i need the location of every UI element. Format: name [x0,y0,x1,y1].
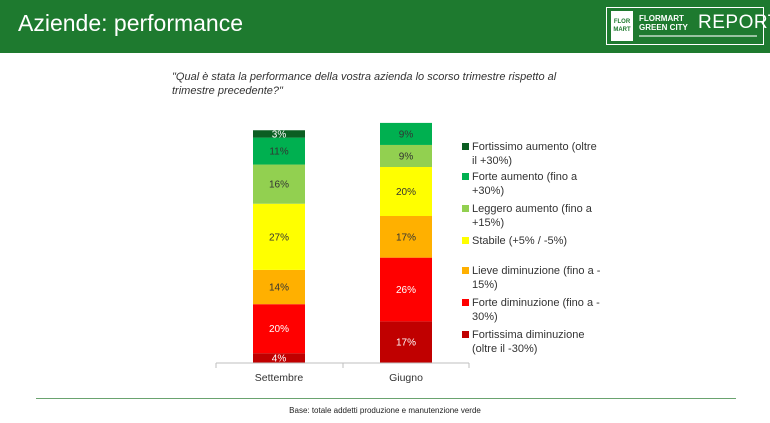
logo-report-text: REPORT [698,12,770,33]
legend-label: Leggero aumento (fino a [472,203,593,215]
bar-segment-settembre-5 [253,137,305,165]
bar-segment-settembre-4 [253,164,305,204]
legend-swatch [462,331,469,338]
bar-segment-settembre-1 [253,304,305,354]
logo-tagline-decoration [639,35,757,37]
legend-label: Forte aumento (fino a [472,171,578,183]
page-title: Aziende: performance [18,10,244,36]
legend-label: Stabile (+5% / -5%) [472,235,567,247]
bar-segment-settembre-6 [253,130,305,138]
legend-label: Forte diminuzione (fino a - [472,297,600,309]
bar-segment-giugno-3 [380,167,432,216]
data-label: 20% [396,187,416,198]
data-label: 17% [396,232,416,243]
flormart-logo-icon: FLOR MART [611,11,633,41]
bar-segment-giugno-1 [380,257,432,322]
category-label: Giugno [389,372,423,384]
data-label: 9% [399,129,414,140]
footer-divider [36,398,736,399]
data-label: 11% [269,147,288,158]
logo-line2: GREEN CITY [639,23,688,32]
legend-label: +30%) [472,185,504,197]
legend-swatch [462,173,469,180]
legend-swatch [462,299,469,306]
legend-swatch [462,205,469,212]
legend-swatch [462,143,469,150]
bar-segment-settembre-0 [253,353,305,363]
bar-segment-settembre-2 [253,269,305,305]
data-label: 20% [269,324,289,335]
flormart-report-logo: FLOR MART FLORMART GREEN CITY REPORT [606,7,770,45]
legend-label: Fortissima diminuzione [472,329,584,341]
bar-segment-settembre-3 [253,203,305,270]
axis-group: Settembre Giugno [215,362,470,384]
data-label: 14% [269,283,289,294]
data-label: 4% [272,354,287,365]
category-label: Settembre [255,372,304,384]
chart-legend: Fortissimo aumento (oltre il +30%) Forte a… [462,141,601,355]
header-bar: Aziende: performance FLOR MART FLORMART … [0,0,770,53]
legend-swatch [462,237,469,244]
footnote: Base: totale addetti produzione e manute… [289,406,481,415]
data-label: 9% [399,151,414,162]
data-label: 26% [396,285,416,296]
legend-label: 15%) [472,279,498,291]
bar-segment-giugno-4 [380,144,432,167]
data-label: 16% [269,180,289,191]
data-label: 17% [396,338,416,349]
legend-label: +15%) [472,217,504,229]
logo-line1: FLORMART [639,14,684,23]
legend-label: (oltre il -30%) [472,343,537,355]
legend-label: il +30%) [472,155,512,167]
legend-swatch [462,267,469,274]
data-label: 3% [272,129,287,140]
bars-group: 4% 20% 14% 27% 16% 11% 3% 17% 26% 17% 20% 9% 9% [253,122,432,365]
survey-question: "Qual è stata la performance della vostr… [172,71,557,97]
legend-label: Lieve diminuzione (fino a - [472,265,601,277]
bar-segment-giugno-5 [380,122,432,145]
bar-segment-giugno-0 [380,321,432,363]
legend-label: 30%) [472,311,498,323]
bar-segment-giugno-2 [380,216,432,258]
legend-label: Fortissimo aumento (oltre [472,141,597,153]
data-label: 27% [269,232,289,243]
